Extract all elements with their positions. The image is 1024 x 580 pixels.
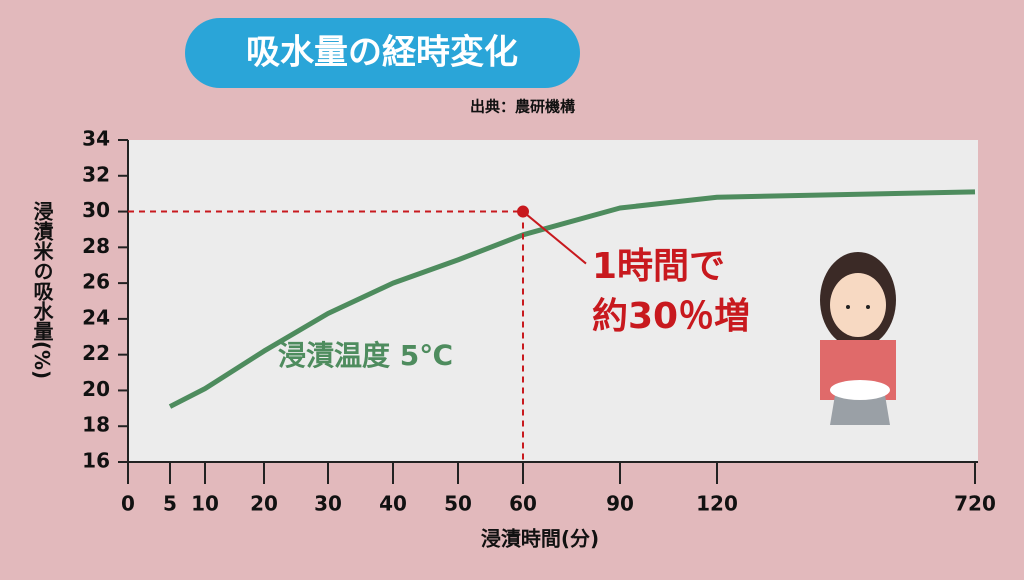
- x-tick-label: 30: [314, 492, 342, 516]
- y-tick-label: 30: [82, 198, 110, 222]
- y-tick-label: 18: [82, 413, 110, 437]
- x-tick-label: 50: [444, 492, 472, 516]
- x-tick-label: 90: [606, 492, 634, 516]
- annotation: 約30％増: [592, 296, 750, 337]
- highlight-point: [517, 205, 529, 218]
- annotation: 1時間で: [592, 246, 725, 287]
- y-tick-label: 32: [82, 162, 110, 186]
- x-tick-label: 120: [696, 492, 738, 516]
- series-label: 浸漬温度 5℃: [278, 339, 453, 372]
- illustration: [820, 252, 896, 425]
- series-line: [168, 189, 976, 409]
- y-tick-label: 28: [82, 234, 110, 258]
- y-tick-label: 24: [82, 305, 110, 329]
- chart-title: 吸水量の経時変化: [246, 33, 518, 73]
- x-tick-label: 720: [954, 492, 996, 516]
- x-axis-label: 浸漬時間(分): [481, 527, 599, 551]
- source: 出典：農研機構: [470, 98, 575, 116]
- connector: [522, 210, 587, 265]
- x-tick-label: 40: [379, 492, 407, 516]
- x-tick-label: 10: [191, 492, 219, 516]
- x-tick-label: 0: [121, 492, 135, 516]
- x-tick-label: 5: [163, 492, 177, 516]
- y-tick-label: 20: [82, 377, 110, 401]
- title-pill: [185, 18, 580, 88]
- y-tick-label: 22: [82, 341, 110, 365]
- y-tick-label: 34: [82, 127, 110, 151]
- y-axis-label: 浸漬米の吸水量(%): [30, 200, 54, 379]
- y-tick-label: 16: [82, 449, 110, 473]
- y-tick-label: 26: [82, 270, 110, 294]
- x-tick-label: 60: [509, 492, 537, 516]
- x-tick-label: 20: [250, 492, 278, 516]
